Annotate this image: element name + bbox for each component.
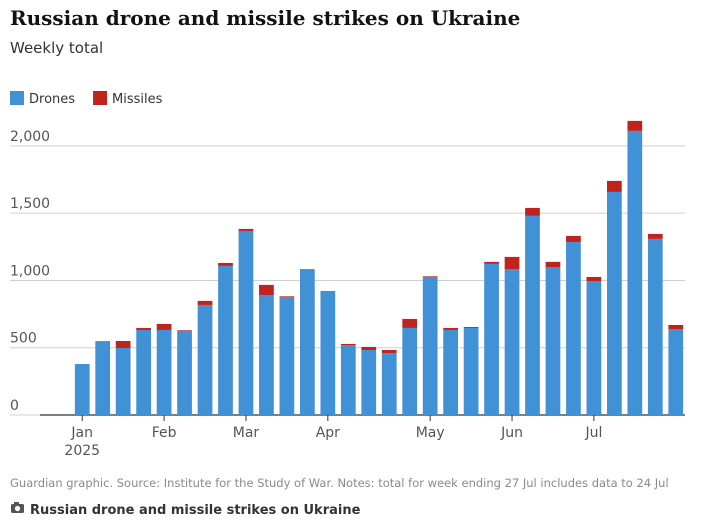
bar-segment [218,265,233,415]
bar-segment [381,350,397,353]
y-tick-label: 1,000 [10,263,50,279]
bar-segment [361,346,377,351]
legend-label: Missiles [112,92,163,107]
bar-segment [504,256,520,270]
bar-segment [545,267,561,415]
bar-segment [443,327,459,330]
x-tick-label: Mar [233,425,260,441]
bar-segment [525,207,540,216]
bar-segment [566,241,581,415]
bar-segment [484,261,499,264]
plot: 0 500 1,000 1,500 2,000 Jan 2025 Feb Mar Apr May Ju… [10,120,685,459]
bar-segment [136,327,152,330]
bar-segment [259,284,274,295]
bar-segment [156,329,172,415]
bar-segment [299,269,315,270]
bar-segment [566,235,581,242]
bar-segment [402,318,418,328]
bar-segment [627,130,643,415]
bar-segment [177,330,192,331]
bar-segment [463,327,479,415]
bar-segment [504,269,520,415]
bar-segment [177,330,192,415]
bar-segment [484,263,499,415]
footer-caption: Russian drone and missile strikes on Ukr… [30,503,361,518]
bar-segment [218,262,233,266]
bar-segment [279,296,295,298]
legend: Drones Missiles [10,91,163,107]
x-tick-label: May [416,425,445,441]
bar-segment [668,329,684,415]
bar-segment [197,300,213,305]
bar-segment [586,280,602,415]
bar-segment [627,120,643,131]
camera-icon [11,502,24,513]
bar-segment [238,228,254,231]
bar-segment [238,230,254,415]
y-tick-label: 500 [10,331,37,347]
bar-segment [545,261,561,267]
bar-segment [361,350,377,415]
bar-segment [422,276,438,277]
chart-subtitle: Weekly total [10,39,103,57]
bar-segment [299,269,315,415]
bar-segment [586,276,602,281]
bar-segment [647,238,663,415]
bar-segment [606,180,622,192]
bar-segment [95,341,111,415]
bar-segment [340,343,356,346]
bar-segment [340,345,356,415]
bar-segment [422,276,438,415]
x-tick-label: Jun [500,425,523,441]
bar-segment [74,364,90,415]
legend-swatch [10,91,24,105]
x-tick-label: Feb [152,425,177,441]
bar-segment [647,233,663,239]
bar-segment [463,327,479,328]
y-tick-label: 0 [10,398,19,414]
bar-segment [668,324,684,330]
y-tick-label: 1,500 [10,196,50,212]
legend-swatch [93,91,108,105]
legend-label: Drones [29,92,75,107]
x-year-label: 2025 [64,443,100,459]
x-tick-label: Jul [584,425,602,441]
bar-segment [320,290,336,415]
bar-segment [136,329,152,415]
bar-segment [279,297,295,415]
bar-segment [259,294,274,415]
bar-segment [115,347,131,415]
bar-segment [381,352,397,415]
bar-segment [156,323,172,330]
bar-segment [443,329,459,415]
chart-title: Russian drone and missile strikes on Ukr… [10,6,520,30]
bar-segment [197,304,213,415]
bar-segment [525,215,540,415]
x-tick-label: Jan [70,425,93,441]
bar-segment [606,191,622,415]
source-note: Guardian graphic. Source: Institute for … [10,476,669,490]
bar-segment [115,341,131,348]
bar-segment [95,341,111,342]
y-tick-label: 2,000 [10,129,50,145]
bar-segment [402,327,418,415]
x-tick-label: Apr [316,425,340,441]
